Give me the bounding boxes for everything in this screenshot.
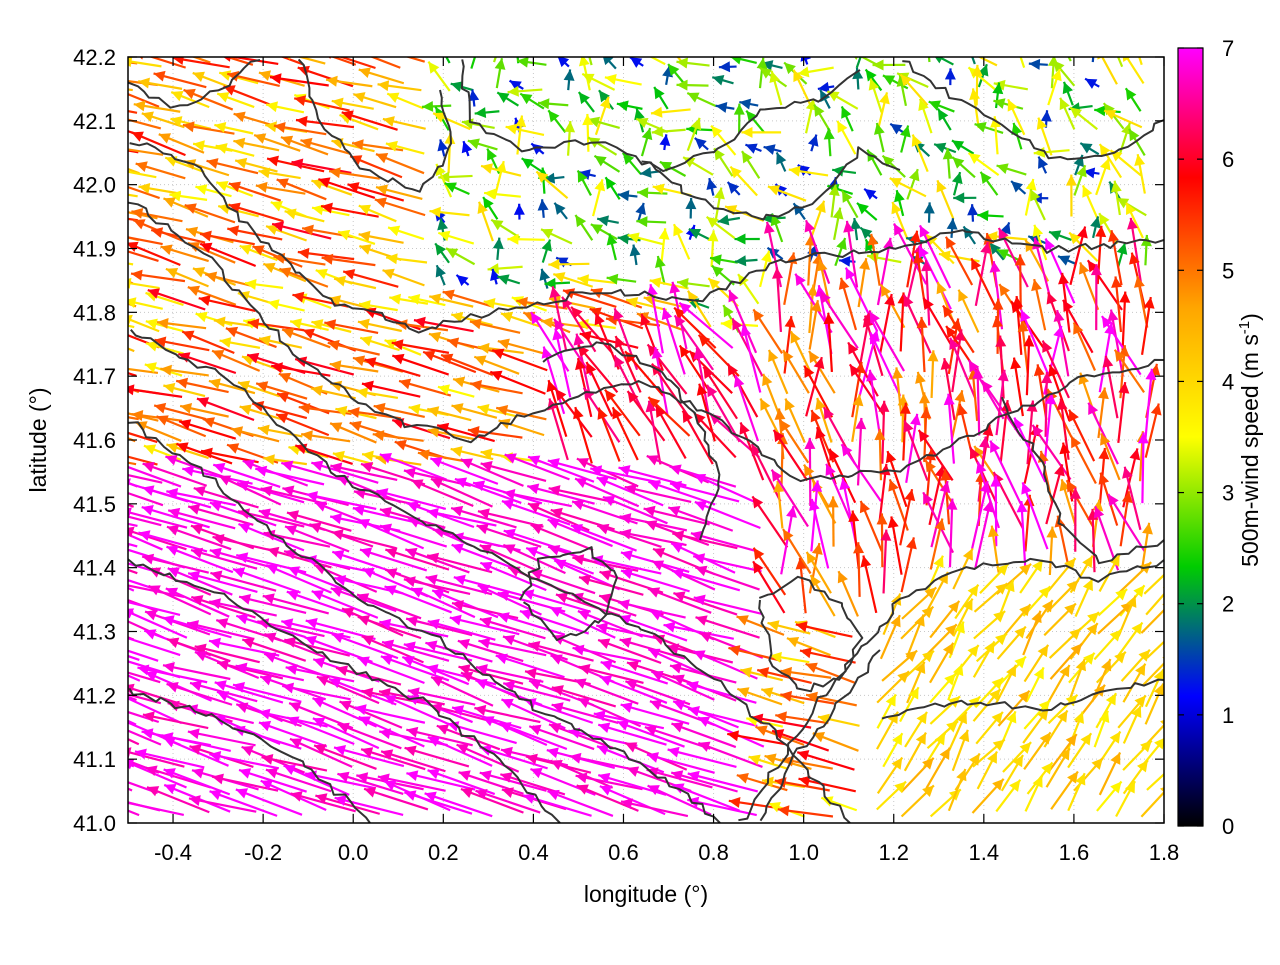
colorbar-tick-label: 4 bbox=[1222, 369, 1234, 394]
colorbar-tick-label: 3 bbox=[1222, 481, 1234, 506]
x-tick-label: 0.2 bbox=[428, 840, 459, 865]
x-tick-label: 1.0 bbox=[788, 840, 819, 865]
x-tick-label: 1.8 bbox=[1149, 840, 1180, 865]
x-tick-label: 1.6 bbox=[1059, 840, 1090, 865]
y-tick-label: 41.7 bbox=[73, 364, 116, 389]
x-tick-label: 0.6 bbox=[608, 840, 639, 865]
y-tick-label: 41.2 bbox=[73, 683, 116, 708]
colorbar-tick-label: 6 bbox=[1222, 147, 1234, 172]
colorbar-tick-label: 1 bbox=[1222, 703, 1234, 728]
x-tick-label: -0.2 bbox=[244, 840, 282, 865]
y-tick-label: 41.0 bbox=[73, 811, 116, 836]
y-tick-label: 41.5 bbox=[73, 492, 116, 517]
y-tick-label: 41.1 bbox=[73, 747, 116, 772]
y-tick-label: 42.0 bbox=[73, 173, 116, 198]
colorbar-title-sup: -1 bbox=[1236, 321, 1253, 334]
y-tick-label: 42.1 bbox=[73, 109, 116, 134]
colorbar-tick-label: 2 bbox=[1222, 592, 1234, 617]
colorbar-tick-label: 0 bbox=[1222, 814, 1234, 839]
colorbar bbox=[1178, 48, 1203, 826]
y-tick-label: 41.6 bbox=[73, 428, 116, 453]
colorbar-title: 500m-wind speed (m s-1) bbox=[1236, 313, 1263, 567]
x-tick-label: 0.4 bbox=[518, 840, 549, 865]
x-tick-label: 0.0 bbox=[338, 840, 369, 865]
x-tick-label: 0.8 bbox=[698, 840, 729, 865]
x-tick-label: -0.4 bbox=[154, 840, 192, 865]
x-axis-title: longitude (°) bbox=[584, 881, 708, 907]
y-tick-label: 41.3 bbox=[73, 620, 116, 645]
y-tick-label: 41.4 bbox=[73, 556, 116, 581]
y-tick-label: 41.8 bbox=[73, 300, 116, 325]
colorbar-title-end: ) bbox=[1237, 313, 1263, 321]
x-tick-label: 1.2 bbox=[878, 840, 909, 865]
colorbar-tick-label: 7 bbox=[1222, 36, 1234, 61]
x-tick-label: 1.4 bbox=[969, 840, 1000, 865]
y-tick-label: 42.2 bbox=[73, 45, 116, 70]
y-axis-title: latitude (°) bbox=[25, 387, 51, 492]
colorbar-title-main: 500m-wind speed (m s bbox=[1237, 334, 1263, 567]
colorbar-tick-label: 5 bbox=[1222, 258, 1234, 283]
y-tick-label: 41.9 bbox=[73, 237, 116, 262]
